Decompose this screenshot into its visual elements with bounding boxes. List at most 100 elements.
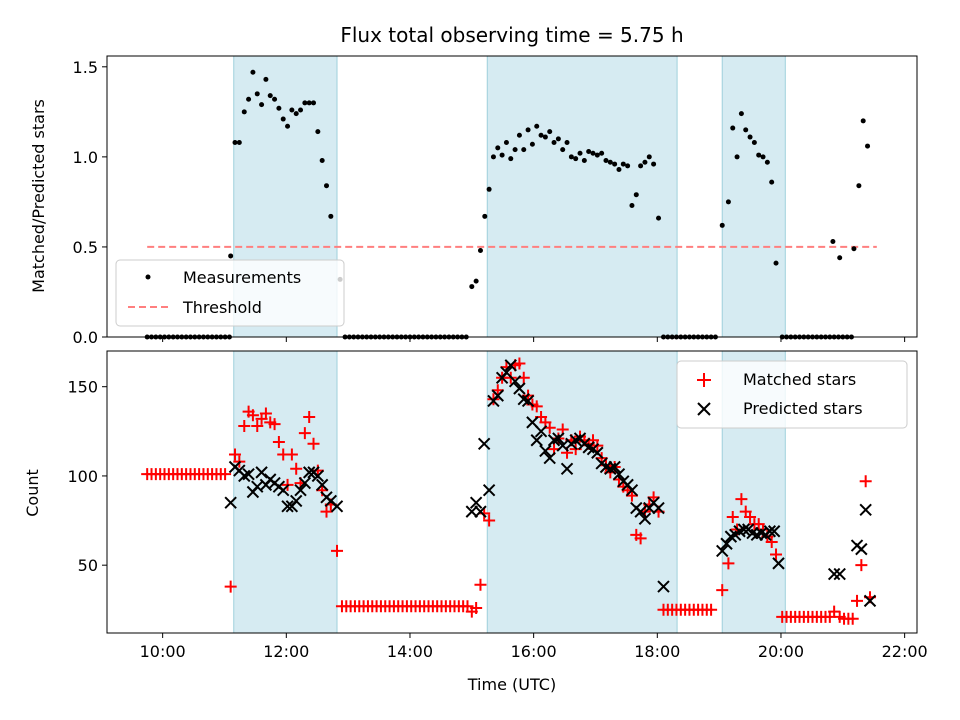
- predicted-stars-point: [330, 500, 344, 513]
- top-x-ticks: [162, 337, 906, 342]
- matched-stars-point: [268, 418, 281, 431]
- measurement-point: [495, 145, 501, 151]
- predicted-stars-point: [859, 503, 872, 517]
- chart-title: Flux total observing time = 5.75 h: [340, 23, 683, 47]
- predicted-stars-point: [737, 523, 751, 536]
- top-y-ticks: 0.0 0.5 1.0 1.5: [73, 58, 107, 347]
- legend-label-threshold: Threshold: [182, 298, 262, 317]
- measurement-point: [473, 278, 479, 284]
- predicted-stars-point: [543, 451, 556, 465]
- measurement-point: [642, 159, 648, 165]
- matched-stars-point: [483, 514, 496, 527]
- predicted-stars-point: [482, 484, 496, 497]
- predicted-stars-point: [652, 501, 665, 515]
- predicted-stars-point: [277, 484, 290, 497]
- predicted-stars-point: [513, 382, 526, 395]
- measurement-point: [573, 156, 579, 162]
- matched-stars-point: [478, 507, 491, 520]
- measurement-point: [259, 102, 265, 108]
- measurement-point: [486, 186, 492, 192]
- predicted-stars-point: [504, 359, 517, 372]
- legend-marker-matched-stars: [697, 373, 711, 387]
- predicted-stars-point: [539, 444, 552, 458]
- matched-stars-point: [228, 448, 241, 461]
- predicted-stars-point: [491, 389, 504, 402]
- measurement-point: [521, 147, 527, 153]
- predicted-stars-point: [508, 375, 522, 388]
- measurement-point: [738, 111, 744, 117]
- x-tick-label: 14:00: [387, 642, 433, 661]
- measurement-point: [633, 192, 639, 198]
- measurement-point: [769, 179, 775, 185]
- bottom-legend: Matched stars Predicted stars: [676, 360, 908, 429]
- measurement-point: [603, 157, 609, 163]
- matched-stars-point: [251, 419, 264, 432]
- measurement-point: [837, 255, 843, 261]
- measurement-point: [747, 134, 753, 140]
- matched-stars-point: [705, 603, 718, 616]
- predicted-stars-point: [863, 594, 877, 608]
- measurement-point: [651, 161, 657, 167]
- measurement-point: [620, 161, 626, 167]
- measurement-point: [646, 154, 652, 160]
- measurement-point: [246, 96, 252, 102]
- measurement-point: [581, 157, 587, 163]
- predicted-stars-point: [638, 512, 652, 525]
- measurement-point: [529, 141, 535, 147]
- matched-stars-point: [722, 557, 735, 570]
- matched-stars-point: [320, 505, 333, 518]
- predicted-stars-point: [716, 544, 729, 558]
- measurement-point: [508, 156, 514, 162]
- matched-stars-point: [828, 605, 841, 618]
- measurement-point: [734, 154, 740, 160]
- matched-stars-point: [765, 535, 778, 548]
- legend-label-matched-stars: Matched stars: [743, 370, 856, 389]
- matched-stars-point: [855, 559, 868, 572]
- bottom-y-ticks: 50 100 150: [67, 378, 107, 575]
- measurement-point: [830, 239, 836, 245]
- measurement-point: [590, 150, 596, 156]
- x-tick-label: 12:00: [263, 642, 309, 661]
- predicted-stars-point: [469, 496, 483, 509]
- matched-stars-point: [224, 580, 237, 593]
- legend-marker-predicted-stars: [697, 402, 711, 416]
- measurement-point: [612, 161, 618, 167]
- predicted-stars-point: [634, 505, 647, 518]
- measurement-point: [324, 183, 330, 189]
- predicted-stars-point: [242, 467, 255, 481]
- measurement-point: [272, 96, 278, 102]
- y-tick-label: 0.5: [73, 238, 98, 257]
- measurement-point: [751, 139, 757, 145]
- measurement-point: [477, 248, 483, 254]
- measurement-point: [756, 152, 762, 158]
- y-tick-label: 50: [78, 556, 98, 575]
- matched-stars-point: [726, 510, 739, 523]
- top-panel: 0.0 0.5 1.0 1.5 Flux total observing time =…: [29, 23, 918, 347]
- matched-stars-point: [303, 411, 316, 424]
- predicted-stars-point: [521, 394, 535, 408]
- legend-label-measurements: Measurements: [183, 268, 301, 287]
- predicted-stars-point: [315, 478, 329, 492]
- matched-stars-point: [290, 462, 303, 475]
- measurement-point: [254, 91, 260, 97]
- y-tick-label: 1.0: [73, 148, 98, 167]
- measurement-point: [719, 222, 725, 228]
- x-tick-label: 20:00: [758, 642, 804, 661]
- y-tick-label: 100: [67, 467, 98, 486]
- predicted-stars-point: [530, 434, 543, 447]
- measurement-point: [764, 159, 770, 165]
- bottom-x-ticks: 10:00 12:00 14:00 16:00 18:00 20:00 22:00: [140, 633, 928, 661]
- y-tick-label: 0.0: [73, 328, 98, 347]
- predicted-stars-point: [855, 542, 868, 556]
- measurement-point: [250, 69, 256, 75]
- measurement-point: [547, 129, 553, 135]
- matched-stars-point: [238, 419, 251, 432]
- shaded-interval: [721, 55, 786, 338]
- measurement-point: [469, 284, 475, 290]
- measurement-point: [512, 147, 518, 153]
- measurement-point: [599, 150, 605, 156]
- measurement-point: [568, 154, 574, 160]
- matched-stars-point: [770, 548, 783, 561]
- predicted-stars-point: [591, 446, 604, 459]
